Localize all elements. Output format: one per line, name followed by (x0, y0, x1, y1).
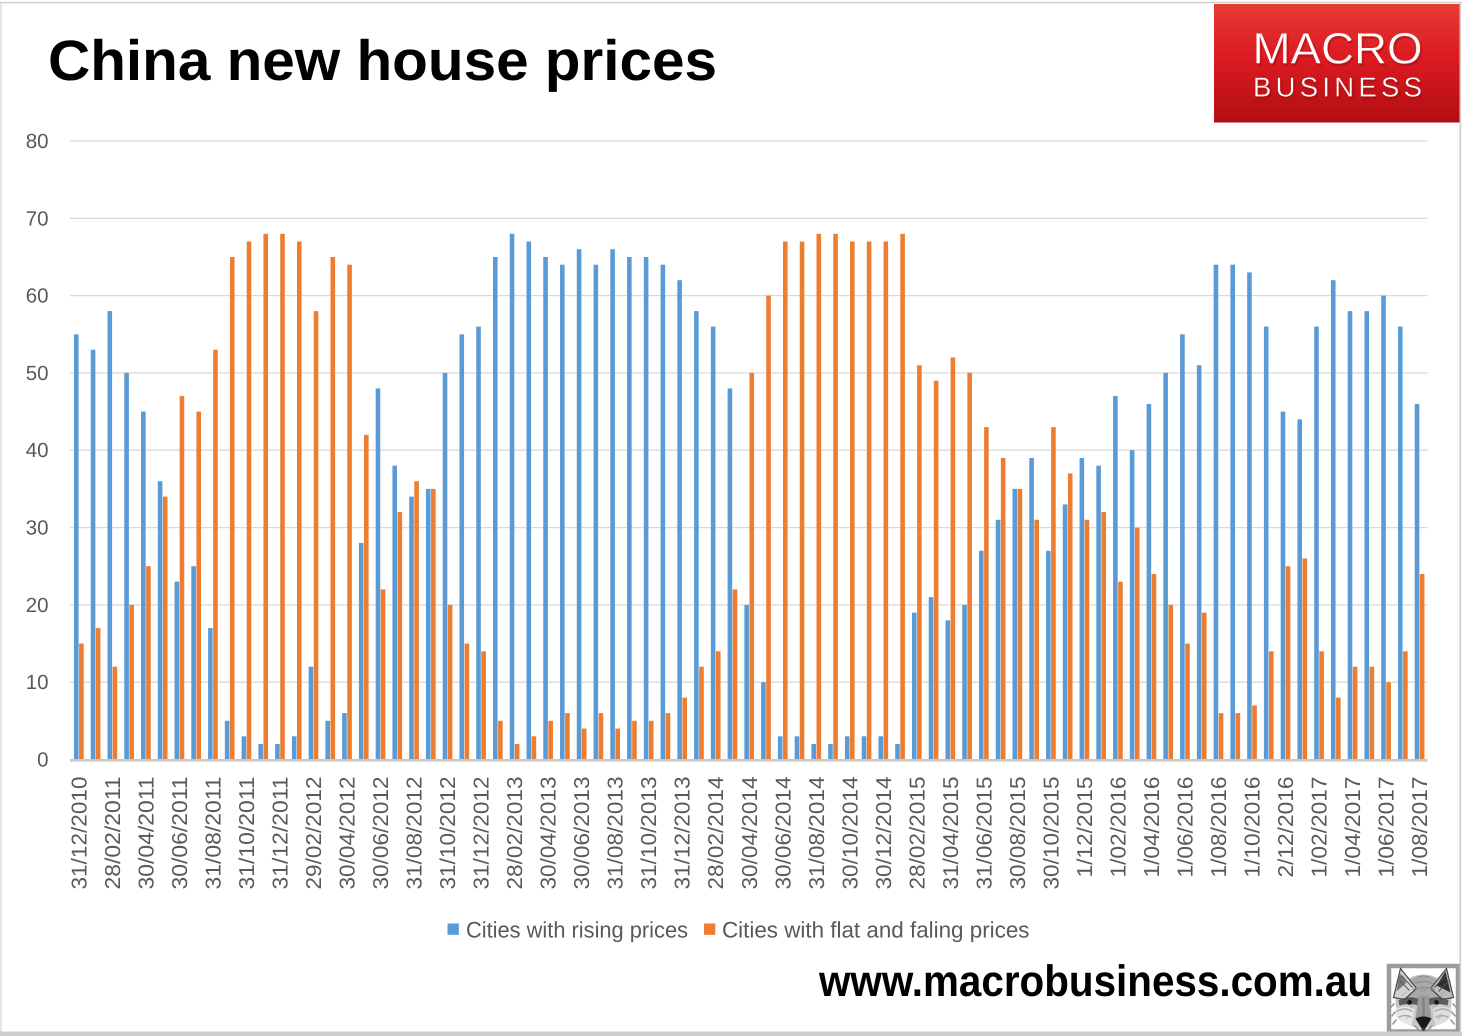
svg-text:1/06/2017: 1/06/2017 (1375, 777, 1399, 878)
svg-text:28/02/2011: 28/02/2011 (101, 777, 125, 890)
svg-text:1/08/2017: 1/08/2017 (1408, 777, 1432, 878)
svg-text:30/04/2011: 30/04/2011 (134, 777, 158, 890)
svg-text:31/08/2013: 31/08/2013 (604, 776, 628, 889)
svg-text:10: 10 (26, 671, 49, 694)
svg-text:30/12/2014: 30/12/2014 (872, 776, 896, 889)
svg-text:31/12/2012: 31/12/2012 (470, 777, 494, 890)
svg-text:31/04/2015: 31/04/2015 (939, 776, 963, 889)
svg-text:30: 30 (26, 517, 49, 540)
svg-text:BUSINESS: BUSINESS (1254, 73, 1423, 104)
svg-text:BUSINESS: BUSINESS (1253, 72, 1422, 103)
svg-text:MACRO: MACRO (1254, 26, 1424, 75)
svg-text:31/08/2012: 31/08/2012 (403, 777, 427, 890)
svg-text:0: 0 (37, 749, 48, 772)
svg-text:1/04/2016: 1/04/2016 (1140, 776, 1164, 877)
svg-text:50: 50 (26, 362, 49, 385)
svg-text:2/12/2016: 2/12/2016 (1274, 776, 1298, 877)
svg-text:30/06/2014: 30/06/2014 (771, 776, 795, 889)
svg-text:30/04/2013: 30/04/2013 (537, 776, 561, 889)
svg-text:China new house prices: China new house prices (48, 29, 717, 93)
svg-text:30/04/2014: 30/04/2014 (738, 776, 762, 889)
svg-text:31/12/2010: 31/12/2010 (67, 776, 91, 889)
svg-text:29/02/2012: 29/02/2012 (302, 777, 326, 890)
svg-text:1/08/2016: 1/08/2016 (1207, 776, 1231, 877)
svg-text:31/06/2015: 31/06/2015 (972, 776, 996, 889)
svg-text:1/02/2016: 1/02/2016 (1107, 776, 1131, 877)
svg-text:MACRO: MACRO (1253, 25, 1423, 74)
svg-text:30/10/2015: 30/10/2015 (1039, 776, 1063, 889)
svg-text:30/06/2011: 30/06/2011 (168, 777, 192, 890)
svg-text:31/08/2014: 31/08/2014 (805, 776, 829, 889)
svg-text:60: 60 (26, 285, 49, 308)
svg-text:20: 20 (26, 594, 49, 617)
svg-text:80: 80 (26, 130, 49, 153)
svg-text:31/08/2011: 31/08/2011 (202, 777, 226, 890)
svg-text:31/12/2011: 31/12/2011 (269, 777, 293, 890)
svg-text:30/06/2012: 30/06/2012 (369, 777, 393, 890)
svg-text:31/12/2013: 31/12/2013 (671, 776, 695, 889)
svg-text:30/08/2015: 30/08/2015 (1006, 776, 1030, 889)
svg-text:1/04/2017: 1/04/2017 (1341, 777, 1365, 878)
svg-text:30/04/2012: 30/04/2012 (336, 777, 360, 890)
svg-text:1/06/2016: 1/06/2016 (1174, 776, 1198, 877)
svg-text:30/06/2013: 30/06/2013 (570, 776, 594, 889)
svg-text:31/10/2013: 31/10/2013 (637, 776, 661, 889)
svg-text:40: 40 (26, 439, 49, 462)
svg-text:1/12/2015: 1/12/2015 (1073, 776, 1097, 877)
svg-text:www.macrobusiness.com.au: www.macrobusiness.com.au (818, 957, 1372, 1006)
svg-text:30/10/2014: 30/10/2014 (838, 776, 862, 889)
svg-text:70: 70 (26, 207, 49, 230)
svg-text:28/02/2013: 28/02/2013 (503, 776, 527, 889)
svg-text:Cities with rising prices: Cities with rising prices (466, 918, 688, 943)
svg-text:28/02/2015: 28/02/2015 (905, 776, 929, 889)
svg-text:1/02/2017: 1/02/2017 (1308, 777, 1332, 878)
svg-text:28/02/2014: 28/02/2014 (704, 776, 728, 889)
svg-text:31/10/2012: 31/10/2012 (436, 777, 460, 890)
svg-text:Cities with flat and faling pr: Cities with flat and faling prices (722, 918, 1030, 943)
svg-text:31/10/2011: 31/10/2011 (235, 777, 259, 890)
svg-text:1/10/2016: 1/10/2016 (1241, 776, 1265, 877)
